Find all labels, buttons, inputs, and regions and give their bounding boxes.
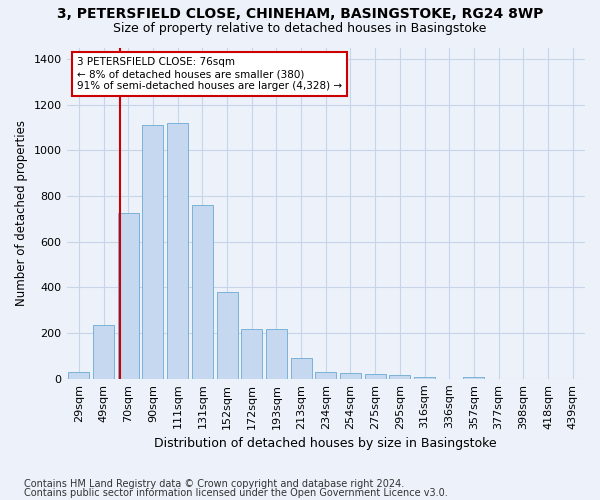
Bar bbox=[266, 328, 287, 379]
Text: 3 PETERSFIELD CLOSE: 76sqm
← 8% of detached houses are smaller (380)
91% of semi: 3 PETERSFIELD CLOSE: 76sqm ← 8% of detac… bbox=[77, 58, 342, 90]
Bar bbox=[192, 205, 213, 379]
Text: Contains HM Land Registry data © Crown copyright and database right 2024.: Contains HM Land Registry data © Crown c… bbox=[24, 479, 404, 489]
Text: Contains public sector information licensed under the Open Government Licence v3: Contains public sector information licen… bbox=[24, 488, 448, 498]
Bar bbox=[290, 358, 311, 379]
Bar bbox=[68, 372, 89, 379]
Text: 3, PETERSFIELD CLOSE, CHINEHAM, BASINGSTOKE, RG24 8WP: 3, PETERSFIELD CLOSE, CHINEHAM, BASINGST… bbox=[57, 8, 543, 22]
Y-axis label: Number of detached properties: Number of detached properties bbox=[15, 120, 28, 306]
Bar bbox=[315, 372, 336, 379]
Bar bbox=[217, 292, 238, 379]
Bar bbox=[142, 125, 163, 379]
Bar bbox=[463, 376, 484, 379]
Bar bbox=[365, 374, 386, 379]
Text: Size of property relative to detached houses in Basingstoke: Size of property relative to detached ho… bbox=[113, 22, 487, 35]
Bar bbox=[340, 373, 361, 379]
Bar bbox=[118, 213, 139, 379]
Bar bbox=[389, 376, 410, 379]
X-axis label: Distribution of detached houses by size in Basingstoke: Distribution of detached houses by size … bbox=[154, 437, 497, 450]
Bar bbox=[241, 328, 262, 379]
Bar bbox=[167, 123, 188, 379]
Bar bbox=[93, 325, 114, 379]
Bar bbox=[414, 376, 435, 379]
